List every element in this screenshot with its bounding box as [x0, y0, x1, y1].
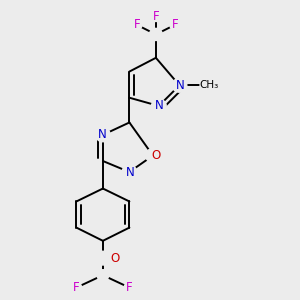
Circle shape	[170, 20, 180, 30]
Text: N: N	[176, 79, 184, 92]
Text: O: O	[151, 149, 160, 162]
Circle shape	[152, 99, 166, 113]
Text: F: F	[73, 281, 80, 294]
Text: F: F	[153, 10, 159, 23]
Circle shape	[124, 283, 135, 292]
Circle shape	[95, 128, 110, 142]
Text: O: O	[110, 252, 119, 265]
Circle shape	[131, 20, 142, 30]
Circle shape	[146, 148, 160, 162]
Text: N: N	[98, 128, 107, 141]
Circle shape	[200, 77, 218, 94]
Text: F: F	[126, 281, 133, 294]
Circle shape	[71, 283, 82, 292]
Text: F: F	[134, 18, 140, 31]
Circle shape	[172, 79, 187, 92]
Circle shape	[149, 28, 162, 40]
Text: CH₃: CH₃	[199, 80, 218, 90]
Text: N: N	[155, 100, 164, 112]
Circle shape	[151, 12, 161, 22]
Circle shape	[97, 270, 109, 281]
Text: F: F	[172, 18, 178, 31]
Text: N: N	[126, 166, 134, 178]
Circle shape	[95, 251, 110, 265]
Circle shape	[122, 165, 137, 179]
